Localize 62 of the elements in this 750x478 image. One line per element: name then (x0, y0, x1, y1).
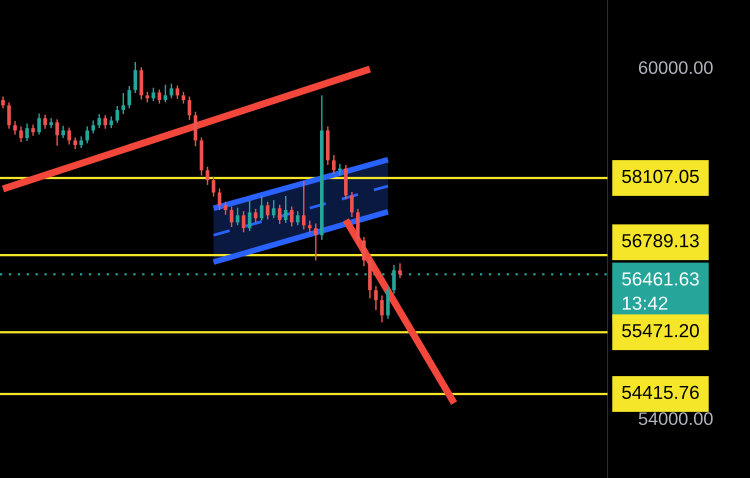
candlestick (272, 199, 276, 219)
candlestick (152, 87, 156, 102)
candlestick (43, 114, 47, 130)
candlestick (182, 91, 186, 104)
candlestick (1, 96, 5, 109)
ref-line-label: 58107.05 (622, 170, 699, 184)
candlestick (61, 125, 65, 139)
candlestick (164, 84, 168, 104)
candlestick (103, 114, 108, 130)
candlestick (188, 96, 192, 121)
candlestick (290, 206, 294, 228)
candlestick (260, 194, 264, 222)
candlestick (19, 126, 23, 143)
y-tick-label: 60000.00 (638, 61, 713, 74)
candlestick (242, 210, 246, 233)
candlestick (146, 91, 150, 104)
candlestick (122, 92, 126, 115)
candlestick (170, 82, 174, 99)
candlestick (176, 84, 180, 100)
candlestick (37, 112, 41, 136)
candlestick (338, 163, 342, 176)
candlestick (332, 154, 336, 174)
candlestick (134, 61, 138, 94)
candlestick (302, 180, 306, 230)
candlestick (374, 285, 378, 311)
candlestick (13, 120, 17, 136)
candlestick (67, 126, 71, 146)
candlestick (398, 262, 402, 279)
y-tick-label: 54000.00 (638, 412, 713, 426)
candlestick (296, 210, 300, 226)
ref-line-label: 55471.20 (622, 324, 699, 338)
candlestick (73, 136, 77, 150)
candlestick (248, 200, 252, 232)
candlestick (254, 208, 258, 224)
candlestick (212, 176, 216, 198)
candlestick (350, 191, 354, 218)
candlestick (278, 204, 282, 225)
candlestick (362, 236, 366, 267)
candlestick (25, 122, 29, 142)
candlestick (128, 85, 132, 109)
candlestick (284, 195, 288, 224)
ref-line-label: 56789.13 (622, 234, 699, 248)
candlestick (314, 222, 318, 262)
candlestick (31, 124, 35, 136)
candlestick (97, 113, 102, 129)
candlestick (115, 105, 120, 124)
candlestick (380, 294, 384, 324)
ref-line-label: 54415.76 (622, 386, 699, 400)
candlestick (224, 201, 228, 216)
candlestick (91, 120, 96, 134)
candlestick (109, 116, 114, 129)
candlestick (7, 102, 11, 130)
candlestick (218, 188, 222, 211)
candlestick (55, 118, 59, 146)
ref-line-label: 56461.63 13:42 (622, 272, 699, 310)
candlestick (158, 88, 162, 104)
candlestick (85, 126, 90, 144)
candlestick (266, 201, 270, 220)
candlestick (206, 166, 210, 186)
candlestick (236, 207, 240, 226)
candlestick (230, 206, 234, 228)
candlestick (79, 136, 84, 149)
